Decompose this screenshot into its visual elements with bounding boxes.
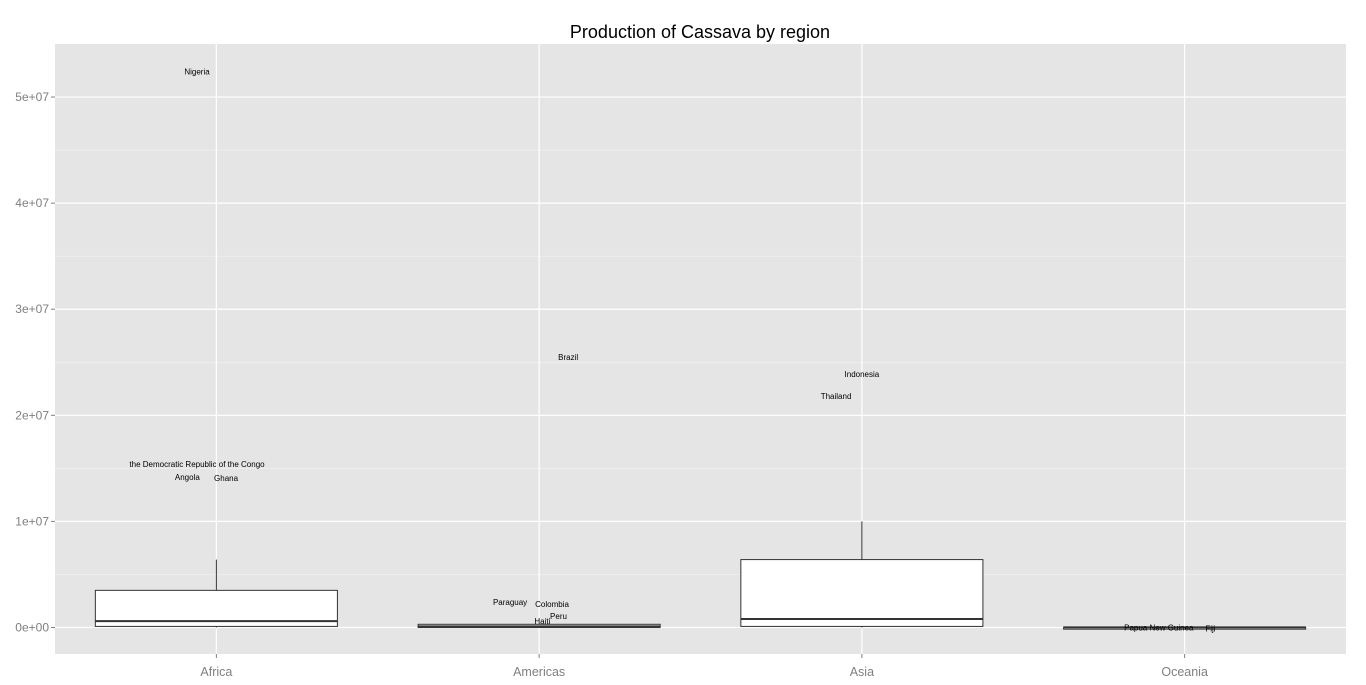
- annotation-label: Indonesia: [845, 370, 880, 379]
- annotation-label: the Democratic Republic of the Congo: [129, 460, 265, 469]
- annotation-label: Peru: [550, 612, 567, 621]
- y-tick-label: 0e+00: [15, 620, 49, 634]
- y-tick-label: 4e+07: [15, 196, 49, 210]
- box-body: [740, 559, 984, 627]
- panel-background: [55, 44, 1346, 654]
- x-category-label: Asia: [850, 665, 874, 679]
- y-tick-label: 5e+07: [15, 90, 49, 104]
- annotation-label: Angola: [175, 473, 200, 482]
- y-tick-label: 3e+07: [15, 302, 49, 316]
- box-oceania: [1063, 626, 1307, 630]
- axes: 0e+00 1e+07 2e+07 3e+07 4e+07 5e+07 Africa Amer…: [15, 90, 1208, 679]
- x-category-label: Americas: [513, 665, 565, 679]
- annotation-label: Haiti: [534, 617, 550, 626]
- chart-title: Production of Cassava by region: [570, 22, 830, 42]
- box-americas: [417, 623, 661, 628]
- x-category-label: Africa: [200, 665, 232, 679]
- y-tick-label: 2e+07: [15, 408, 49, 422]
- annotation-label: Nigeria: [184, 68, 210, 77]
- box-africa: [94, 559, 338, 628]
- box-asia: [740, 521, 984, 628]
- annotation-label: Paraguay: [493, 598, 527, 607]
- y-tick-label: 1e+07: [15, 514, 49, 528]
- annotation-label: Ghana: [214, 474, 239, 483]
- annotation-label: Colombia: [535, 600, 569, 609]
- annotations: Nigeria the Democratic Republic of the Co…: [129, 68, 1215, 634]
- x-category-label: Oceania: [1161, 665, 1208, 679]
- annotation-label: Thailand: [821, 392, 852, 401]
- annotation-label: Papua New Guinea: [1124, 623, 1194, 632]
- annotation-label: Brazil: [558, 353, 578, 362]
- boxes: [94, 521, 1307, 630]
- annotation-label: Fiji: [1205, 625, 1215, 634]
